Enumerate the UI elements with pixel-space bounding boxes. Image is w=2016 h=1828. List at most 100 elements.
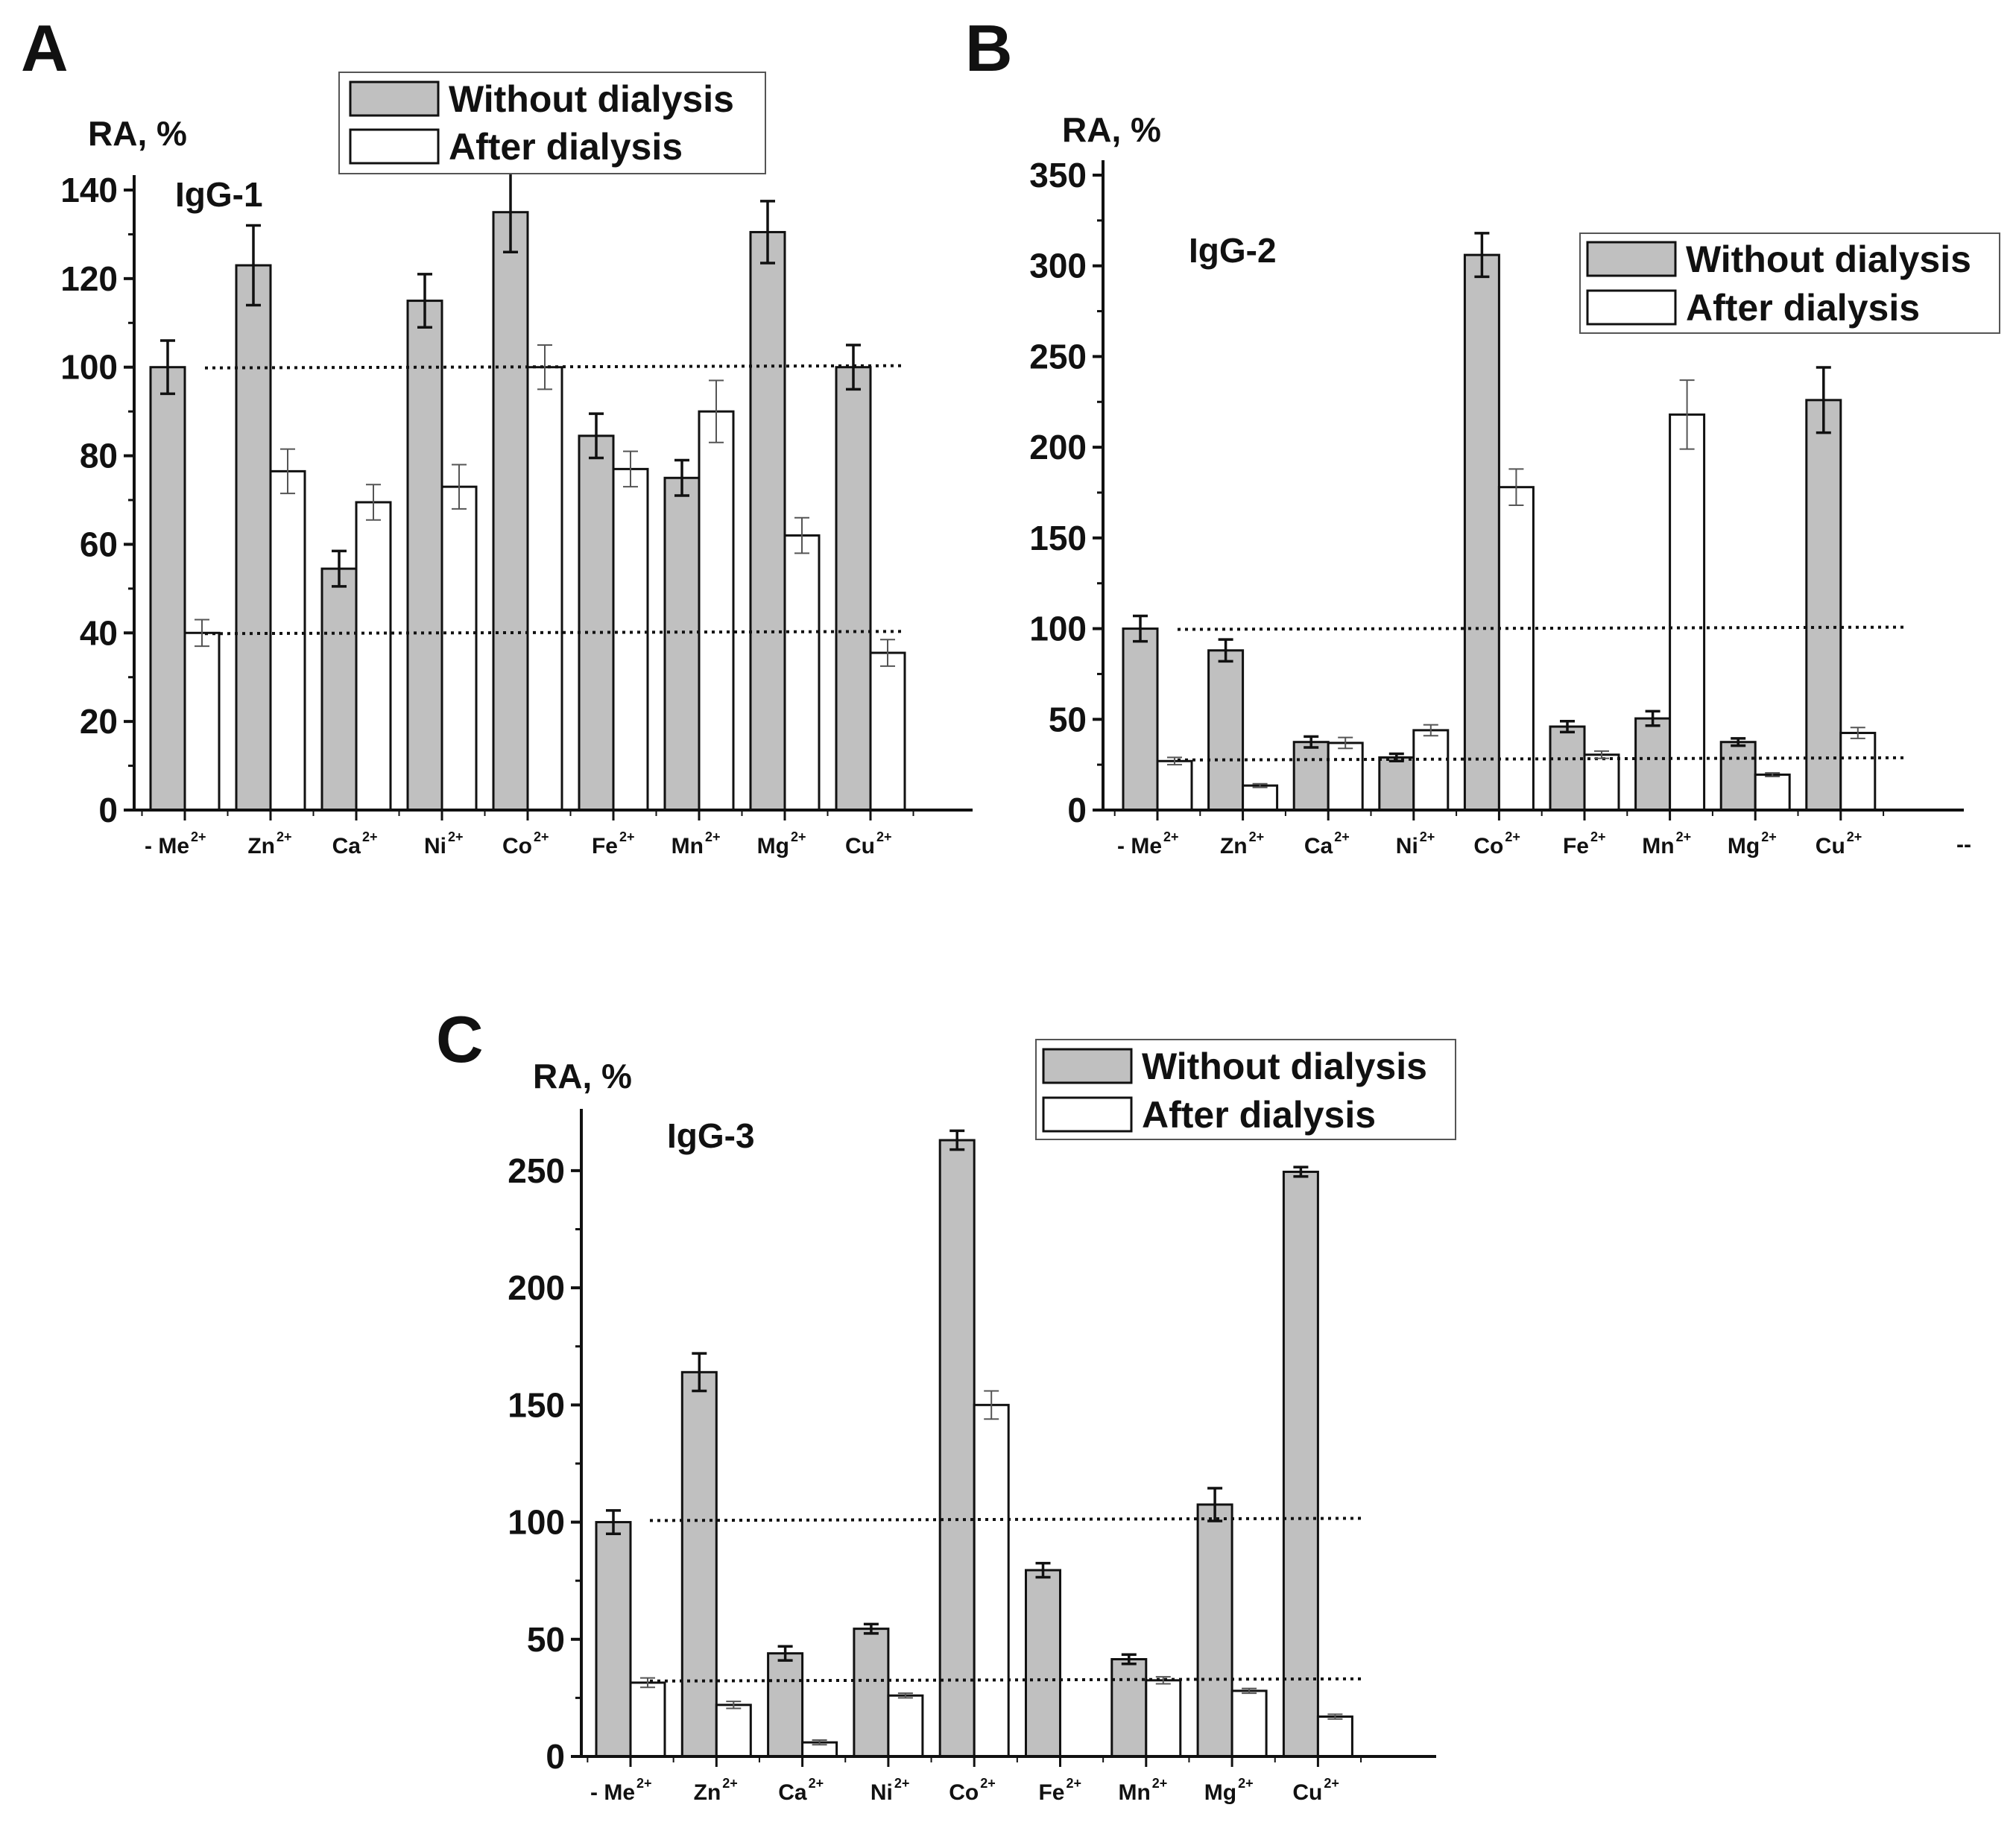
x-tick-label-6: Mn (1642, 834, 1674, 858)
error-bar-after-5 (623, 450, 638, 488)
x-tick-label-sup-4: 2+ (534, 829, 549, 844)
x-tick-label-3: Ni (424, 834, 446, 858)
y-tick-label: 50 (527, 1620, 565, 1659)
x-tick-label-sup-1: 2+ (1249, 829, 1265, 844)
bar-after-6 (698, 410, 735, 812)
x-tick-label-0: - Me (590, 1780, 635, 1805)
error-bar-without-8 (846, 344, 861, 391)
x-tick-label-7: Mg (1728, 834, 1760, 858)
x-tick-label-6: Mn (672, 834, 704, 858)
x-tick-label-1: Zn (1220, 834, 1248, 858)
error-bar-without-6 (1121, 1653, 1137, 1666)
x-tick-label-sup-7: 2+ (1761, 829, 1777, 844)
error-bar-without-7 (1731, 737, 1746, 747)
bar-without-6 (1110, 1658, 1148, 1758)
error-bar-without-5 (1035, 1561, 1051, 1579)
y-tick-label: 100 (60, 348, 118, 387)
error-bar-without-2 (1304, 735, 1319, 749)
error-bar-without-3 (863, 1622, 879, 1635)
x-tick-label-7: Mg (757, 834, 789, 858)
reference-line-0 (1177, 625, 1905, 631)
x-tick-label-sup-4: 2+ (980, 1776, 996, 1791)
y-tick-label: 200 (1029, 428, 1087, 467)
reference-line-0 (204, 364, 906, 370)
x-extra-tick-label: -- (1956, 832, 1971, 857)
legend-label-after: After dialysis (449, 126, 683, 168)
series-note-label: IgG-1 (175, 175, 263, 214)
error-bar-after-1 (726, 1701, 742, 1710)
bar-after-6 (1145, 1679, 1182, 1758)
error-bar-without-8 (1816, 366, 1831, 434)
legend-swatch-after (349, 128, 440, 165)
x-tick-label-sup-6: 2+ (1152, 1776, 1168, 1791)
error-bar-without-5 (1560, 719, 1575, 734)
x-tick-label-1: Zn (694, 1780, 721, 1805)
axes (1102, 160, 1964, 812)
legend-swatch-after (1042, 1096, 1133, 1133)
error-bar-without-4 (949, 1129, 965, 1151)
error-bar-after-3 (452, 464, 467, 510)
reference-lines (649, 1517, 1366, 1683)
legend-label-without: Without dialysis (1142, 1046, 1427, 1087)
x-tick-label-8: Cu (845, 834, 875, 858)
y-tick-label: 140 (60, 171, 118, 209)
bar-after-6 (1669, 413, 1706, 812)
error-bar-without-1 (1218, 638, 1233, 663)
x-tick-label-sup-8: 2+ (876, 829, 892, 844)
y-tick-label: 250 (508, 1151, 565, 1190)
x-tick-label-0: - Me (1117, 834, 1162, 858)
y-axis-label: RA, % (1062, 110, 1161, 149)
bar-after-2 (1327, 741, 1364, 812)
series-note-label: IgG-2 (1189, 231, 1277, 270)
legend-label-after: After dialysis (1686, 287, 1920, 329)
panel-letter: C (436, 1002, 484, 1076)
bar-after-7 (1230, 1689, 1268, 1758)
bar-without-8 (835, 366, 872, 812)
bar-without-3 (853, 1628, 890, 1758)
x-tick-label-2: Ca (332, 834, 361, 858)
y-axis-label: RA, % (88, 114, 187, 153)
x-tick-label-4: Co (502, 834, 532, 858)
legend-swatch-without (1586, 241, 1677, 277)
x-tick-label-4: Co (949, 1780, 979, 1805)
error-bar-without-2 (332, 549, 347, 588)
error-bar-after-0 (1167, 756, 1182, 766)
legend-swatch-without (349, 80, 440, 117)
error-bar-without-0 (1133, 614, 1148, 643)
error-bar-after-7 (1765, 772, 1780, 777)
error-bar-after-6 (1679, 379, 1695, 450)
x-tick-labels: - Me 2+ Zn 2+ Ca 2+ Ni 2+ Co 2+ Fe 2+ Mn 2+ Mg 2+ Cu 2+ (590, 1776, 1339, 1805)
error-bar-without-0 (606, 1509, 621, 1536)
x-tick-label-sup-7: 2+ (791, 829, 806, 844)
bar-after-3 (440, 485, 478, 812)
error-bars (160, 171, 895, 667)
reference-line-0 (649, 1517, 1366, 1522)
x-tick-label-sup-3: 2+ (1420, 829, 1435, 844)
x-tick-label-sup-0: 2+ (636, 1776, 652, 1791)
y-tick-label: 60 (80, 525, 118, 563)
x-tick-label-2: Ca (778, 1780, 807, 1805)
y-tick-label: 120 (60, 259, 118, 298)
error-bar-after-8 (1327, 1713, 1343, 1720)
y-tick-label: 40 (80, 613, 118, 652)
error-bar-after-4 (1508, 468, 1524, 507)
x-tick-label-3: Ni (1396, 834, 1418, 858)
reference-lines (204, 364, 906, 636)
reference-lines (1177, 625, 1905, 762)
bar-after-5 (612, 467, 649, 812)
x-tick-label-sup-6: 2+ (1676, 829, 1692, 844)
error-bar-after-1 (1252, 782, 1268, 788)
x-tick-label-sup-6: 2+ (705, 829, 721, 844)
x-tick-label-sup-5: 2+ (1067, 1776, 1082, 1791)
bar-without-7 (1719, 741, 1757, 812)
bar-after-3 (887, 1694, 924, 1758)
error-bar-after-0 (195, 619, 209, 648)
x-tick-label-sup-5: 2+ (1590, 829, 1606, 844)
x-tick-label-3: Ni (870, 1780, 893, 1805)
x-tick-label-8: Cu (1816, 834, 1845, 858)
error-bar-after-7 (1242, 1687, 1257, 1695)
bar-without-2 (320, 567, 358, 812)
y-tick-label: 80 (80, 437, 118, 475)
bars-group (595, 1139, 1353, 1758)
x-tick-label-1: Zn (247, 834, 275, 858)
